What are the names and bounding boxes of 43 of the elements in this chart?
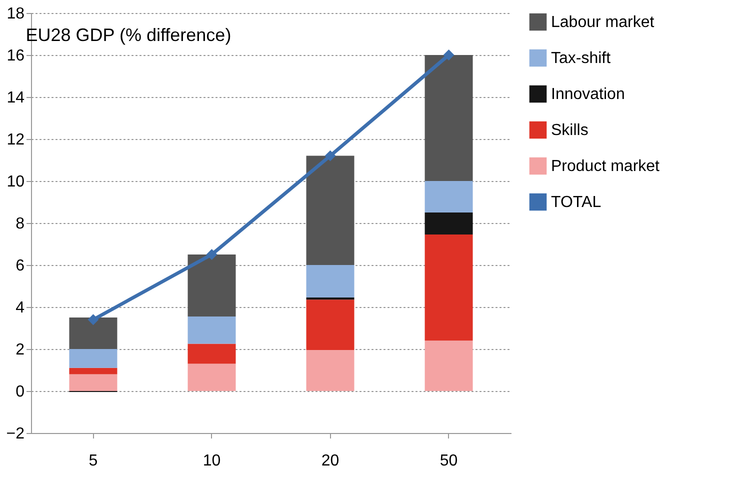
bar	[424, 55, 473, 181]
y-tick-label: 14	[6, 90, 25, 106]
bar	[424, 181, 473, 212]
legend-label: Skills	[551, 122, 588, 139]
y-tick-label: 10	[6, 174, 25, 190]
legend-label: Tax-shift	[551, 50, 612, 67]
bar	[306, 350, 354, 391]
point	[324, 150, 336, 162]
x-tick-label: 10	[202, 452, 221, 470]
y-tick-label: 0	[16, 384, 25, 400]
point	[443, 50, 454, 60]
bar	[69, 374, 118, 391]
bar	[424, 234, 473, 341]
y-tick-label: 2	[16, 342, 25, 358]
bar	[306, 300, 354, 350]
y-tick-label: 4	[16, 300, 25, 316]
bar	[306, 265, 354, 298]
bar	[69, 368, 118, 374]
y-tick-label: 8	[16, 216, 25, 232]
x-tick-label: 20	[321, 452, 340, 470]
x-tick-label: 5	[88, 452, 98, 470]
bar	[188, 344, 236, 364]
text: EU28 GDP (% difference)	[26, 25, 232, 45]
legend-label: Innovation	[551, 86, 625, 103]
y-tick-label: 18	[6, 6, 25, 22]
bar	[69, 318, 118, 349]
legend-label: TOTAL	[551, 194, 602, 211]
y-tick-label: 16	[6, 48, 25, 64]
y-tick-label: 12	[6, 132, 25, 148]
x-tick-label: 50	[440, 452, 458, 470]
bar	[188, 254, 236, 316]
y-tick-label: 6	[16, 258, 25, 274]
legend-label: Product market	[551, 158, 660, 175]
legend-label: Labour market	[551, 14, 655, 31]
point	[88, 314, 99, 326]
bar	[188, 364, 236, 391]
bar	[424, 212, 473, 235]
bar	[424, 340, 473, 391]
y-tick-label: −2	[6, 426, 25, 442]
bar	[188, 316, 236, 344]
bar	[69, 349, 118, 368]
bar	[306, 156, 354, 265]
point	[206, 249, 218, 260]
